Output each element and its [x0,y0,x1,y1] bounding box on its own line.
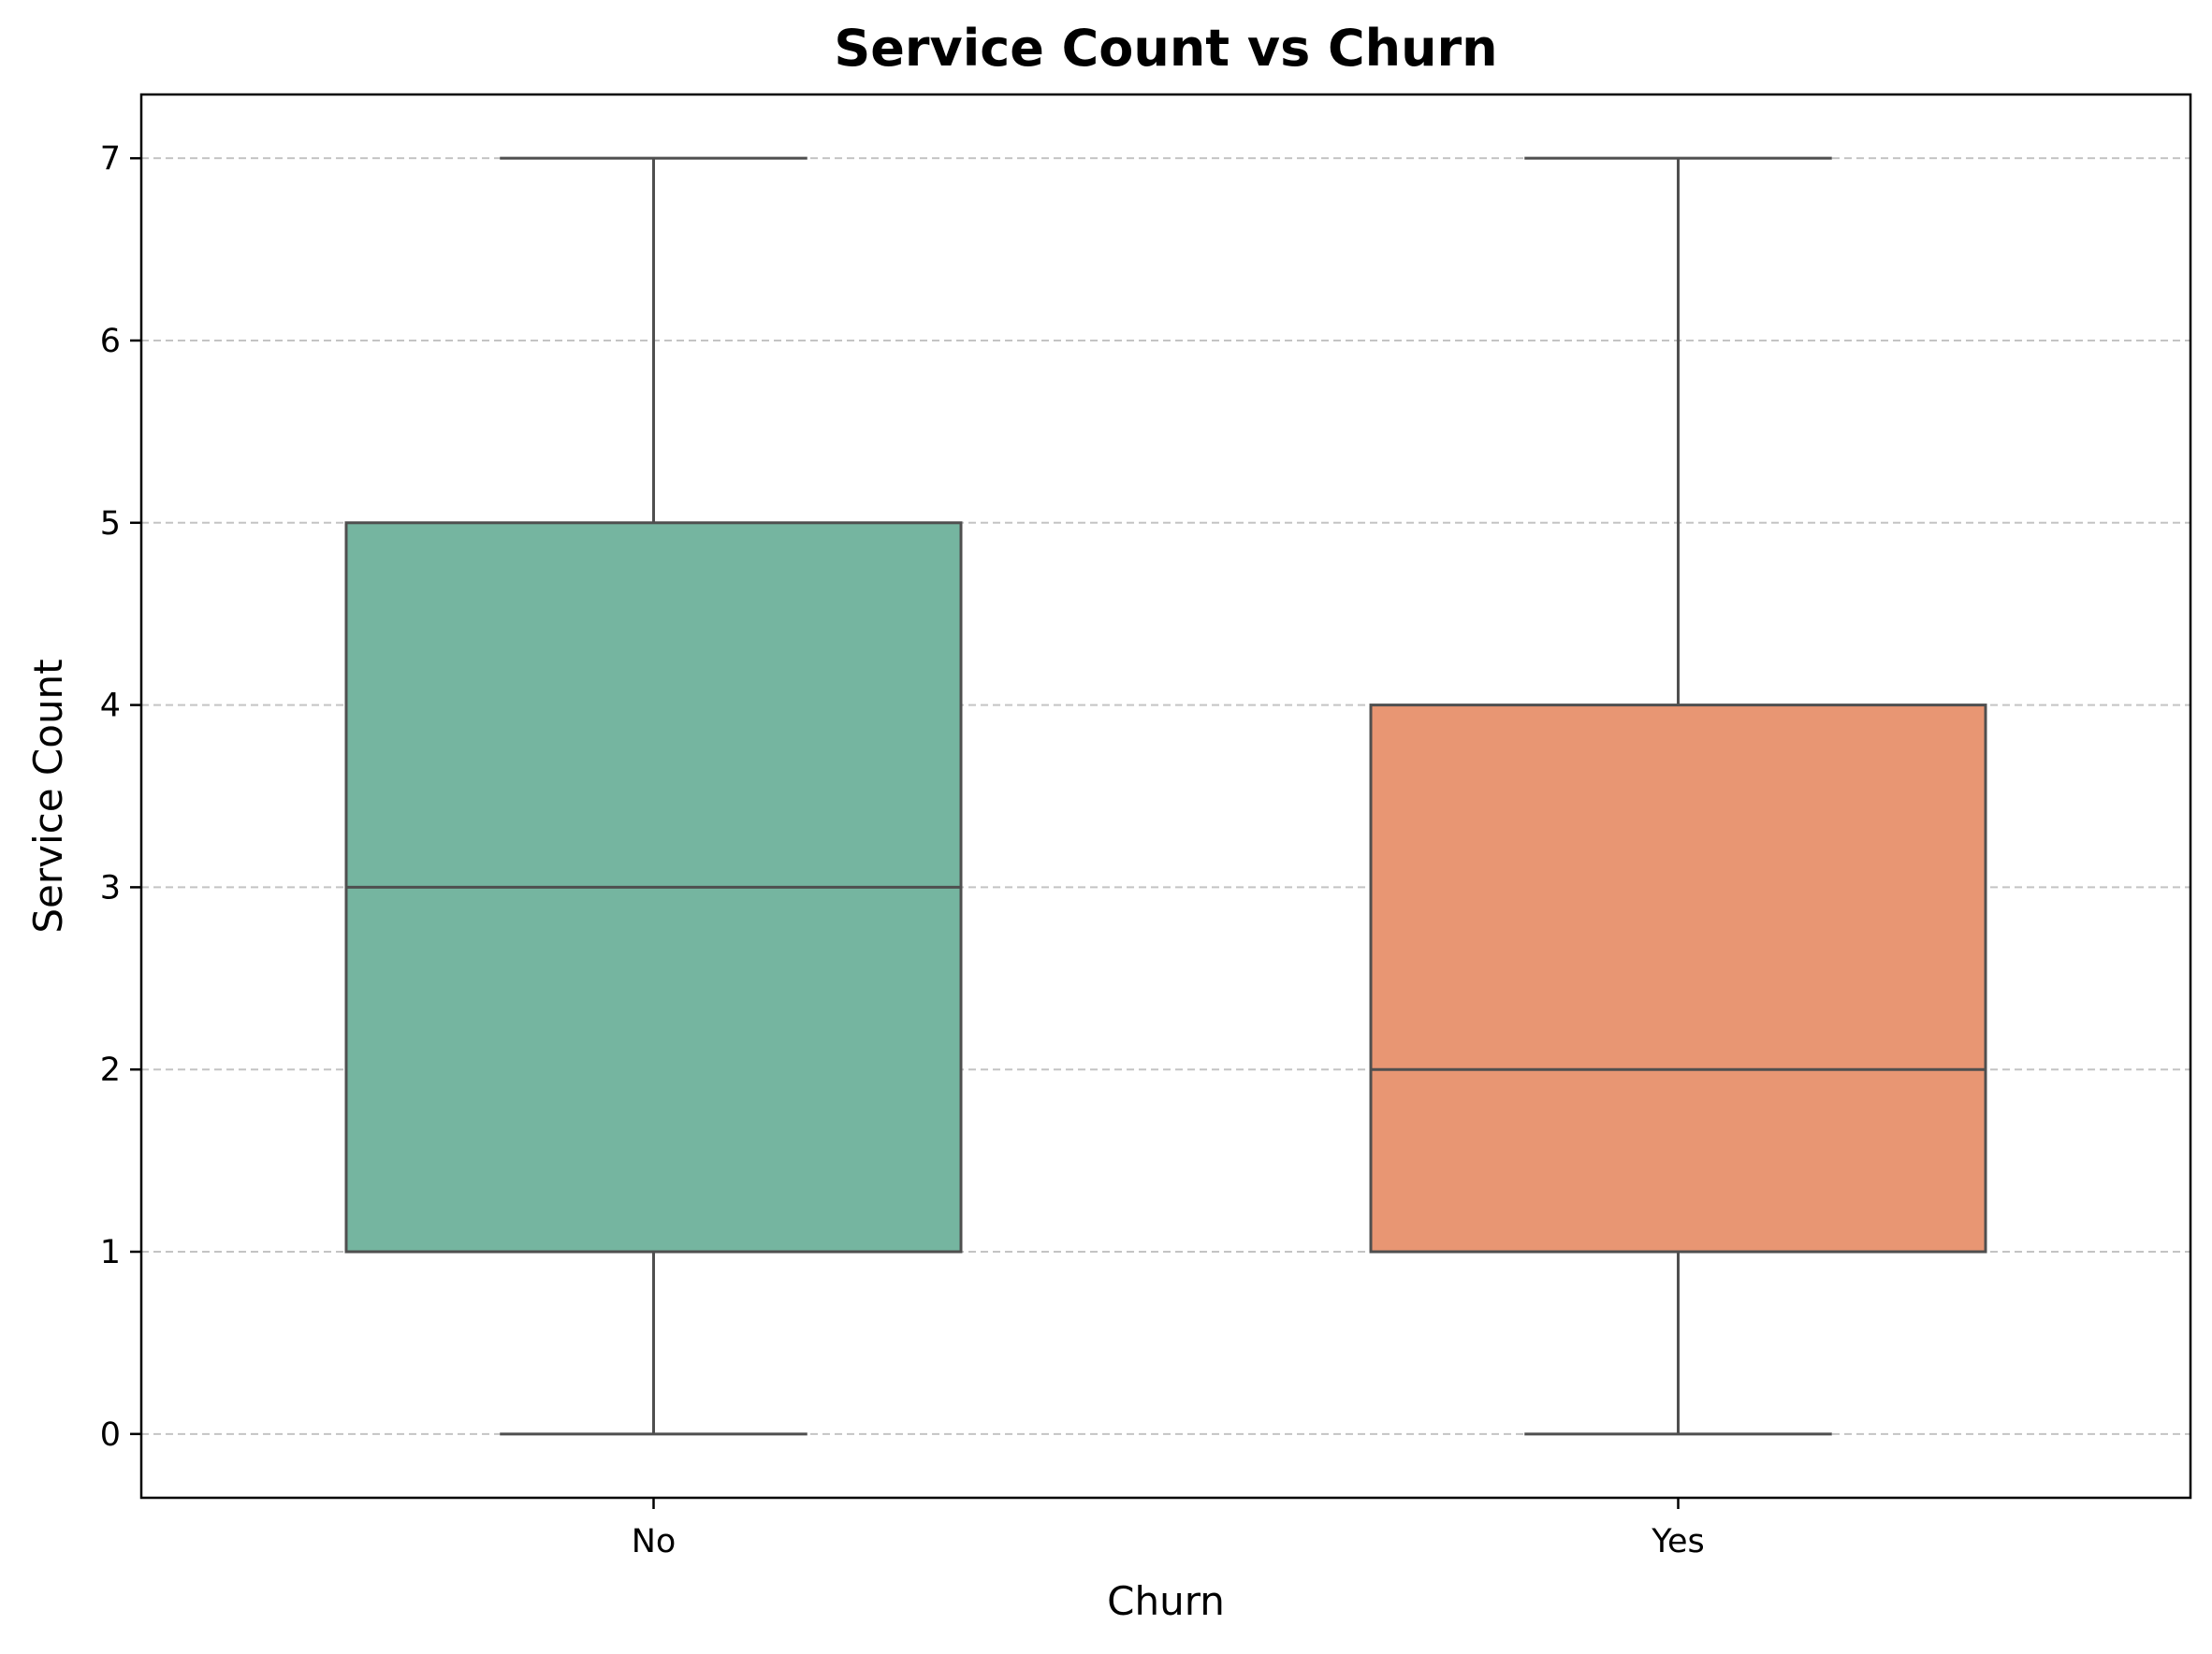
x-tick-label: No [632,1523,677,1560]
x-axis-label: Churn [1107,1578,1225,1624]
y-tick-label: 4 [100,688,121,725]
y-tick-label: 1 [100,1234,121,1271]
y-tick-label: 0 [100,1416,121,1454]
y-tick-label: 2 [100,1052,121,1089]
y-tick-label: 5 [100,505,121,543]
box-group-no [344,156,963,1436]
x-tick-label: Yes [1651,1523,1705,1560]
box-group-yes [1369,156,1987,1436]
y-tick-label: 3 [100,869,121,907]
y-axis-label: Service Count [25,659,71,933]
chart-title: Service Count vs Churn [834,19,1497,78]
plot-frame [139,93,2192,1500]
y-tick-label: 6 [100,323,121,360]
y-tick-label: 7 [100,140,121,178]
axis-layer: 0 1 2 3 4 5 6 7 No Yes [100,140,1705,1560]
box-layer [344,156,1987,1436]
iqr-box [1369,704,1987,1254]
